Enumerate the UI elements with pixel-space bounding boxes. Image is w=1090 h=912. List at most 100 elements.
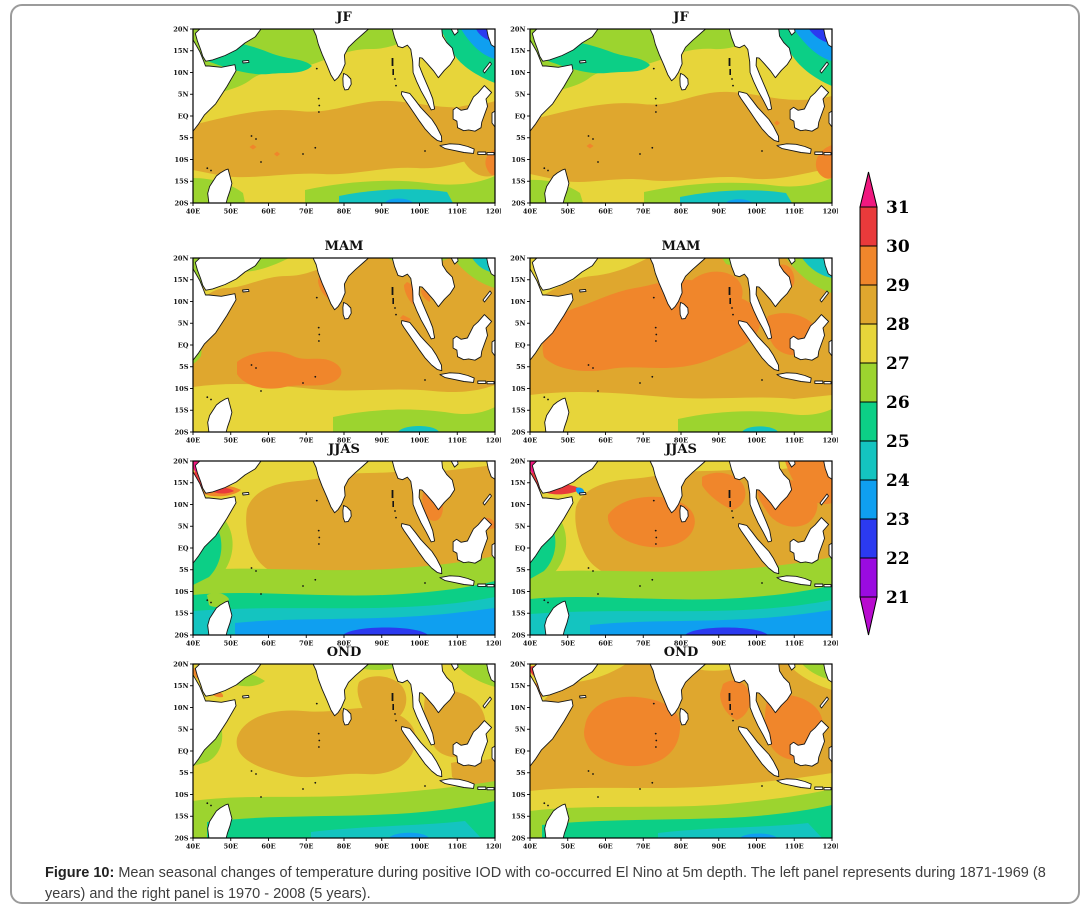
island-dot xyxy=(651,578,654,581)
island-dot xyxy=(395,516,397,519)
panel-title: OND xyxy=(327,646,361,660)
land-lesser-sunda-2 xyxy=(486,381,495,385)
colorbar-segment-28-29 xyxy=(859,284,878,325)
land-java xyxy=(776,143,812,154)
land-sulawesi-edge xyxy=(491,339,495,357)
land-sulawesi-edge xyxy=(828,745,832,763)
temp-layer-23-24 xyxy=(235,608,495,635)
land-se-asia xyxy=(728,258,793,340)
y-tick-label: 15S xyxy=(175,813,189,821)
y-tick-label: 10N xyxy=(510,704,525,712)
land-india xyxy=(312,29,369,82)
colorbar-label: 26 xyxy=(886,393,910,413)
y-tick-label: 15N xyxy=(510,47,525,55)
x-tick-label: 110E xyxy=(448,208,467,216)
y-tick-label: 10N xyxy=(173,704,188,712)
island-dot xyxy=(424,785,426,787)
land-java xyxy=(439,143,475,154)
map-panel-jjas-left: 40E 50E 60E 70E 80E 90E 100E 110E 120E 20N 15N 10N 5… xyxy=(173,443,501,648)
island-dash xyxy=(391,287,394,295)
island-dash xyxy=(391,693,394,701)
island-dot xyxy=(731,307,733,309)
y-tick-label: 15S xyxy=(175,610,189,618)
island-dot xyxy=(651,375,654,378)
colorbar-segment-25-26 xyxy=(859,401,878,442)
x-tick-label: 80E xyxy=(674,208,688,216)
y-tick-label: 15N xyxy=(173,479,188,487)
x-tick-label: 70E xyxy=(636,437,650,445)
map-panel-mam-right: 40E 50E 60E 70E 80E 90E 100E 110E 120E 20N 15N 10N 5… xyxy=(510,240,838,445)
land-socotra xyxy=(242,59,250,64)
y-tick-label: 5N xyxy=(515,91,526,99)
island-dot xyxy=(587,364,590,366)
y-tick-label: 5S xyxy=(516,134,526,142)
land-java xyxy=(776,575,812,586)
land-se-asia xyxy=(728,29,793,111)
island-dot xyxy=(314,375,317,378)
temp-layer-22-23 xyxy=(343,627,428,635)
island-dot xyxy=(318,536,321,539)
island-dot xyxy=(655,104,658,107)
colorbar-label: 30 xyxy=(886,237,910,257)
island-dot xyxy=(654,97,657,100)
y-tick-label: 15N xyxy=(173,276,188,284)
island-dot xyxy=(587,770,590,772)
land-sri-lanka xyxy=(679,707,689,726)
island-dot xyxy=(761,582,763,584)
land-palawan xyxy=(482,290,492,303)
land-india xyxy=(649,258,706,311)
island-dot xyxy=(639,788,641,790)
island-dot xyxy=(652,296,655,299)
land-lesser-sunda-1 xyxy=(814,151,824,155)
temp-layer-24-25 xyxy=(658,823,822,838)
land-socotra xyxy=(242,694,250,699)
island-dot xyxy=(260,593,262,595)
island-dot xyxy=(639,153,641,155)
island-dot xyxy=(547,804,549,807)
land-se-asia xyxy=(391,258,456,340)
land-lesser-sunda-2 xyxy=(823,152,832,156)
x-tick-label: 40E xyxy=(523,208,537,216)
map-panel-jjas-right: 40E 50E 60E 70E 80E 90E 100E 110E 120E 20N 15N 10N 5… xyxy=(510,443,838,648)
island-dot xyxy=(424,150,426,152)
land-hainan xyxy=(787,258,796,265)
x-tick-label: 70E xyxy=(299,437,313,445)
island-dash xyxy=(728,287,731,295)
island-dot xyxy=(655,536,658,539)
x-tick-label: 50E xyxy=(561,843,575,851)
land-africa xyxy=(193,268,237,361)
y-tick-label: 5N xyxy=(515,523,526,531)
y-tick-label: 20N xyxy=(173,660,188,668)
temp-layer-29-30 xyxy=(769,738,779,747)
x-tick-label: 80E xyxy=(337,437,351,445)
land-sumatra xyxy=(400,523,443,575)
island-dot xyxy=(210,398,212,401)
island-dot xyxy=(424,582,426,584)
land-sri-lanka xyxy=(679,72,689,91)
island-dot xyxy=(639,585,641,587)
land-africa xyxy=(193,674,237,767)
island-dot xyxy=(206,167,209,170)
island-dot xyxy=(655,739,658,742)
x-tick-label: 120E xyxy=(486,640,501,648)
land-lesser-sunda-2 xyxy=(486,787,495,791)
island-dot xyxy=(761,379,763,381)
land-palawan xyxy=(819,696,829,709)
island-dot xyxy=(260,390,262,392)
x-tick-label: 70E xyxy=(299,843,313,851)
x-tick-label: 120E xyxy=(823,208,838,216)
land-java xyxy=(776,372,812,383)
x-tick-label: 50E xyxy=(561,640,575,648)
figure-caption: Figure 10: Mean seasonal changes of temp… xyxy=(45,863,1057,905)
x-tick-label: 90E xyxy=(712,640,726,648)
x-tick-label: 50E xyxy=(561,437,575,445)
temp-layer-29-30 xyxy=(785,461,832,505)
colorbar-label: 27 xyxy=(886,354,910,374)
x-tick-label: 100E xyxy=(747,640,766,648)
x-tick-label: 100E xyxy=(410,437,429,445)
land-arabia xyxy=(531,461,599,494)
land-borneo xyxy=(452,517,493,564)
y-tick-label: 5S xyxy=(516,566,526,574)
island-dot xyxy=(302,153,304,155)
x-tick-label: 100E xyxy=(747,208,766,216)
